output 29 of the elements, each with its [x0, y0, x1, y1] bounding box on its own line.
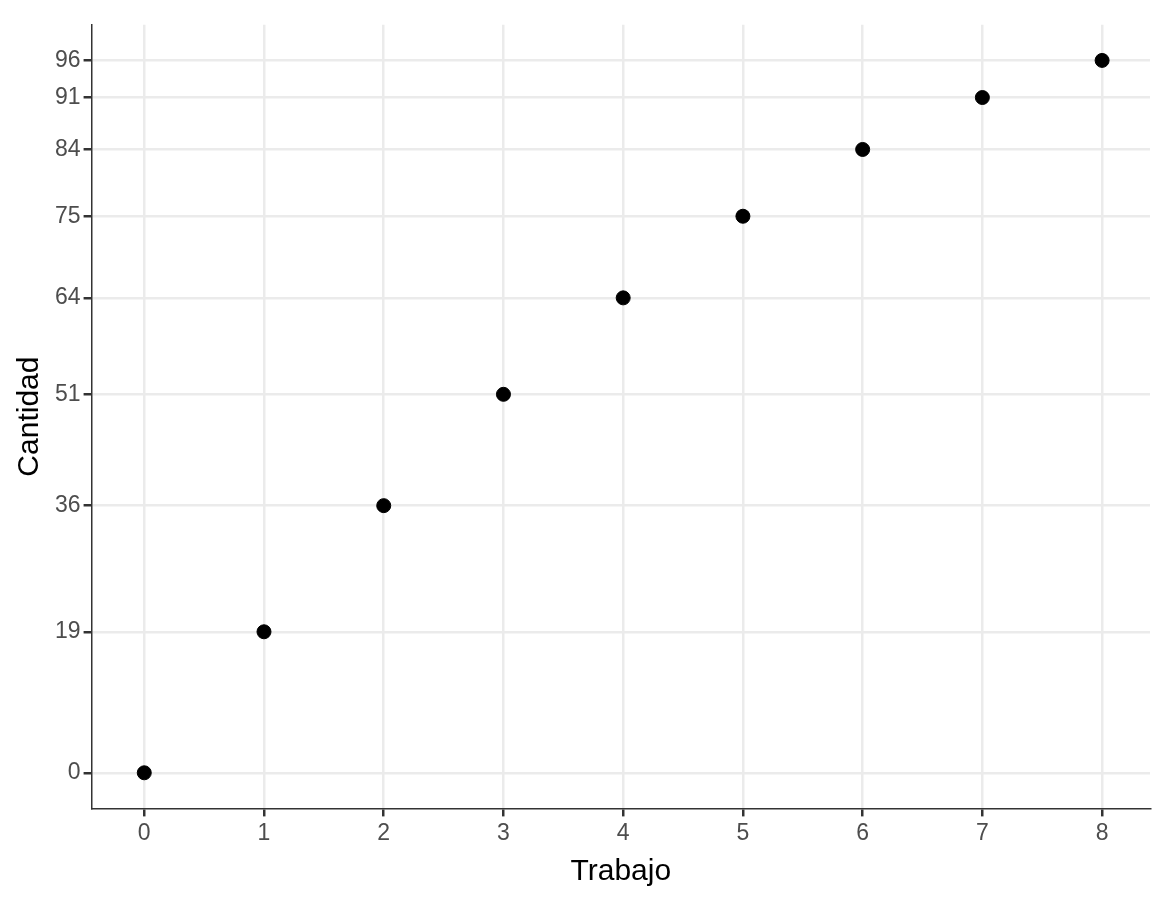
y-tick-label: 19 — [54, 617, 81, 644]
x-tick-label: 3 — [497, 818, 510, 845]
y-axis-title: Cantidad — [11, 356, 45, 477]
x-axis-title: Trabajo — [570, 853, 672, 887]
y-tick-label: 64 — [54, 283, 81, 310]
x-tick-label: 6 — [856, 818, 870, 845]
y-tick-label: 96 — [54, 45, 81, 72]
y-tick-label: 91 — [54, 82, 81, 109]
x-tick-label: 0 — [137, 818, 151, 845]
x-tick-label: 4 — [616, 818, 630, 845]
point — [256, 624, 272, 640]
point — [1094, 52, 1110, 68]
point — [495, 386, 511, 402]
x-tick-label: 8 — [1095, 818, 1109, 845]
x-tick-label: 7 — [975, 818, 989, 845]
y-tick-label: 0 — [67, 758, 81, 785]
y-tick-label: 51 — [54, 379, 81, 406]
x-tick-label: 5 — [736, 818, 750, 845]
point — [974, 90, 990, 106]
x-tick-label: 1 — [257, 818, 271, 845]
x-tick-label: 2 — [377, 818, 391, 845]
y-tick-label: 84 — [54, 134, 81, 161]
point — [735, 208, 751, 224]
y-tick-label: 36 — [54, 490, 81, 517]
point — [615, 290, 631, 306]
point — [136, 765, 152, 781]
point — [855, 141, 871, 157]
y-tick-label: 75 — [54, 201, 81, 228]
point — [376, 498, 392, 514]
